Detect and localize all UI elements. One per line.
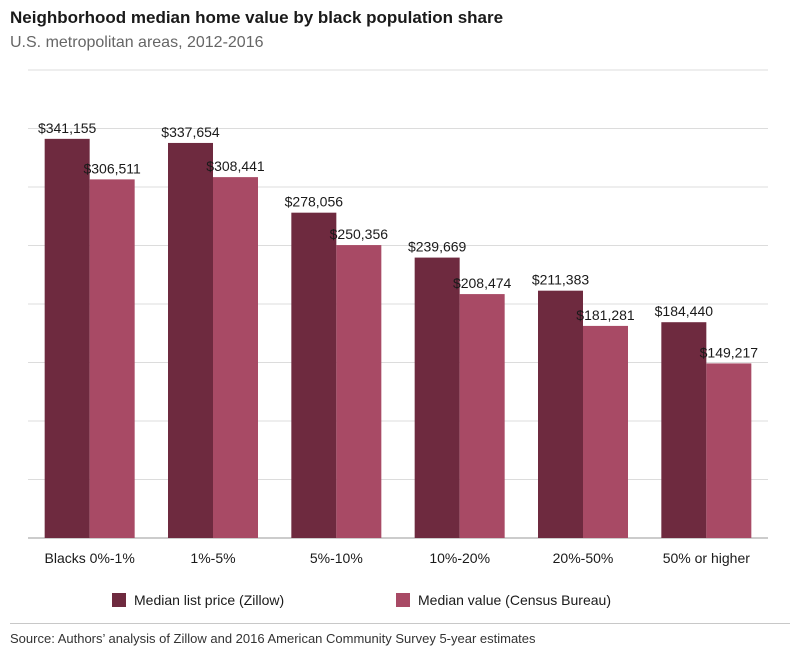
legend-item-zillow: Median list price (Zillow) [112,592,284,608]
chart-subtitle: U.S. metropolitan areas, 2012-2016 [10,34,264,51]
data-label: $211,383 [532,272,590,288]
bar [414,257,460,538]
data-labels: $341,155 $306,511 $337,654 $308,441 $278,056… [38,120,758,361]
data-label: $149,217 [700,344,759,360]
legend-label-zillow: Median list price (Zillow) [134,592,285,608]
source-note: Source: Authors’ analysis of Zillow and … [10,631,536,646]
bar [459,294,505,538]
data-label: $239,669 [408,239,467,255]
legend-item-census: Median value (Census Bureau) [396,592,611,608]
legend-swatch-census [396,593,410,607]
x-tick-label: 10%-20% [429,550,490,566]
x-tick-label: 50% or higher [663,550,751,566]
bar [291,212,337,538]
x-tick-label: Blacks 0%-1% [45,550,135,566]
data-label: $184,440 [655,303,714,319]
data-label: $341,155 [38,120,97,136]
bar [661,322,707,538]
data-label: $278,056 [285,194,344,210]
x-tick-labels: Blacks 0%-1% 1%-5% 5%-10% 10%-20% 20%-50% 50%… [45,550,751,566]
bar [538,290,583,538]
source-divider [10,623,790,624]
data-label: $337,654 [161,124,220,140]
data-label: $250,356 [330,226,389,242]
bars [44,138,752,539]
data-label: $308,441 [206,158,265,174]
bar [89,179,135,538]
legend-label-census: Median value (Census Bureau) [418,592,611,608]
legend: Median list price (Zillow) Median value … [0,592,800,616]
data-label: $181,281 [576,307,635,323]
bar [706,363,752,538]
bar [213,177,258,538]
chart-title: Neighborhood median home value by black … [10,8,504,27]
gridlines [28,69,768,539]
bar [336,245,382,538]
data-label: $306,511 [83,160,141,176]
bar-chart: $341,155 $306,511 $337,654 $308,441 $278,056… [28,69,768,566]
x-tick-label: 5%-10% [310,550,363,566]
bar [44,138,90,539]
bar [168,142,213,538]
legend-swatch-zillow [112,593,126,607]
data-label: $208,474 [453,275,512,291]
bar [583,325,628,538]
x-tick-label: 20%-50% [553,550,614,566]
x-tick-label: 1%-5% [190,550,235,566]
